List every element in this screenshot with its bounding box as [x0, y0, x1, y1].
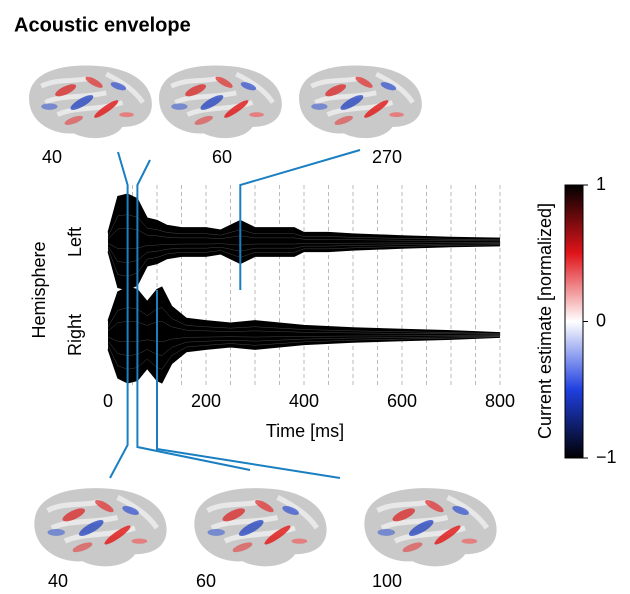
title: Acoustic envelope: [14, 14, 191, 36]
trace-texture: [107, 335, 501, 356]
brain-map: [194, 488, 326, 566]
connector: [109, 250, 129, 479]
colorbar-tick-label: −1: [596, 447, 617, 467]
trace-texture: [107, 242, 501, 250]
connector: [136, 250, 251, 471]
trace-texture: [107, 335, 501, 343]
x-axis-label: Time [ms]: [266, 421, 344, 441]
trace-texture: [107, 321, 501, 335]
connector: [136, 159, 151, 250]
trace-texture: [107, 336, 501, 370]
connector: [239, 149, 361, 290]
colorbar: [564, 184, 584, 459]
map-latency-label: 270: [372, 147, 402, 167]
envelope-upper: [107, 193, 501, 239]
x-tick-label: 400: [289, 391, 319, 411]
trace-texture: [107, 307, 501, 334]
map-latency-label: 100: [372, 571, 402, 591]
map-latency-label: 60: [212, 147, 232, 167]
row-label: Right: [65, 314, 85, 356]
x-tick-label: 200: [191, 391, 221, 411]
trace-texture: [107, 244, 501, 277]
envelope-lower: [107, 245, 501, 291]
colorbar-label: Current estimate [normalized]: [535, 203, 555, 439]
trace-texture: [107, 243, 501, 263]
brain-map: [299, 65, 422, 138]
x-tick-label: 600: [387, 391, 417, 411]
brain-map: [364, 488, 496, 566]
connector: [117, 151, 129, 250]
colorbar-tick-label: 1: [596, 174, 606, 194]
trace-texture: [107, 214, 501, 241]
envelope-lower: [107, 336, 501, 384]
brain-map: [29, 65, 152, 138]
brain-map: [159, 65, 282, 138]
envelope-upper: [107, 286, 501, 334]
map-latency-label: 40: [48, 571, 68, 591]
y-axis-label: Hemisphere: [29, 241, 49, 338]
x-tick-label: 800: [485, 391, 515, 411]
connector: [156, 290, 341, 479]
row-label: Left: [65, 227, 85, 257]
map-latency-label: 60: [196, 571, 216, 591]
trace-texture: [107, 228, 501, 242]
map-latency-label: 40: [42, 147, 62, 167]
envelope-fill: [108, 194, 500, 290]
envelope-fill: [108, 287, 500, 383]
brain-map: [34, 488, 166, 566]
x-tick-label: 0: [103, 391, 113, 411]
colorbar-tick-label: 0: [596, 310, 606, 330]
